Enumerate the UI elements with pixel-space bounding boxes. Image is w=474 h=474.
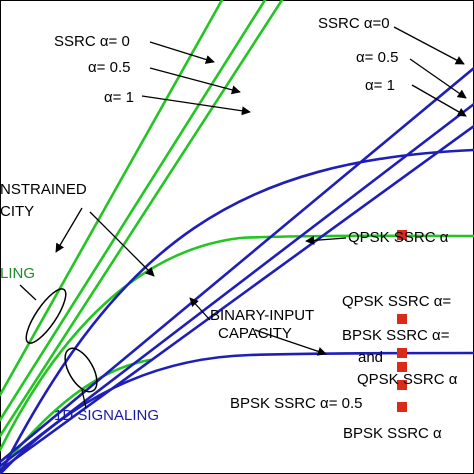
arrow-ssrc-a0-right [393,26,465,65]
arrow-binary-input-2 [189,297,211,321]
marker-bpsk-05 [397,380,407,390]
marker-qpsk-top [397,230,407,240]
marker-bpsk-mid [397,348,407,358]
label-qpsk-ssrc-low: QPSK SSRC α [357,371,458,388]
arrow-binary-input [254,329,327,356]
signaling-2d-ellipse [25,288,67,344]
label-binary-input-1: BINARY-INPUT [210,307,314,324]
curve-1d-unconstrained [0,148,474,474]
curve-2d-ssrc-a0 [0,0,224,397]
marker-qpsk-low [397,362,407,372]
label-bpsk-ssrc-bottom: BPSK SSRC α [343,425,442,442]
label-a05-left: α= 0.5 [88,59,130,76]
label-ssrc-a0-right: SSRC α=0 [318,15,390,32]
curve-2d-binary-input [0,358,152,472]
curve-1d-ssrc-a05 [0,102,474,468]
signaling-1d-ellipse [64,347,98,393]
arrow-unconstrained-a [55,207,83,253]
arrow-unconstrained-b [89,211,155,277]
label-bpsk-ssrc-mid: BPSK SSRC α= [342,327,450,344]
label-qpsk-ssrc-mid: QPSK SSRC α= [342,293,451,310]
curve-1d-ssrc-a0 [0,66,474,464]
arrow-a1-right [411,84,467,117]
curve-1d-binary-input [0,351,474,474]
label-unconstrained-1: NSTRAINED [0,181,87,198]
label-qpsk-ssrc-top: QPSK SSRC α [348,229,449,246]
label-signaling-1d: 1D SIGNALING [54,407,159,424]
annotation-arrows [19,26,467,409]
marker-layer [397,230,407,412]
curve-2d-ssrc-a05 [0,0,267,422]
label-signaling-2d: LING [0,265,35,282]
marker-bpsk-bottom [397,402,407,412]
arrow-a1-left [141,95,251,116]
curve-2d-unconstrained [0,234,474,452]
label-a05-right: α= 0.5 [356,49,398,66]
label-a1-right: α= 1 [365,77,395,94]
label-unconstrained-2: CITY [0,203,34,220]
arrow-a05-left [149,67,241,95]
marker-qpsk-mid [397,314,407,324]
curve-2d-ssrc-a1 [0,0,284,438]
arrow-a05-right [409,58,467,99]
arrow-signaling-2d [19,284,37,301]
label-bpsk-ssrc-05: BPSK SSRC α= 0.5 [230,395,362,412]
arrow-ssrc-a0-left [149,41,215,64]
label-ssrc-a0-left: SSRC α= 0 [54,33,130,50]
label-binary-input-2: CAPACITY [218,325,292,342]
arrow-qpsk-top [305,235,347,245]
arrow-signaling-1d [81,389,87,409]
label-and: and [358,349,383,366]
label-a1-left: α= 1 [104,89,134,106]
curve-1d-ssrc-a1 [0,124,474,472]
